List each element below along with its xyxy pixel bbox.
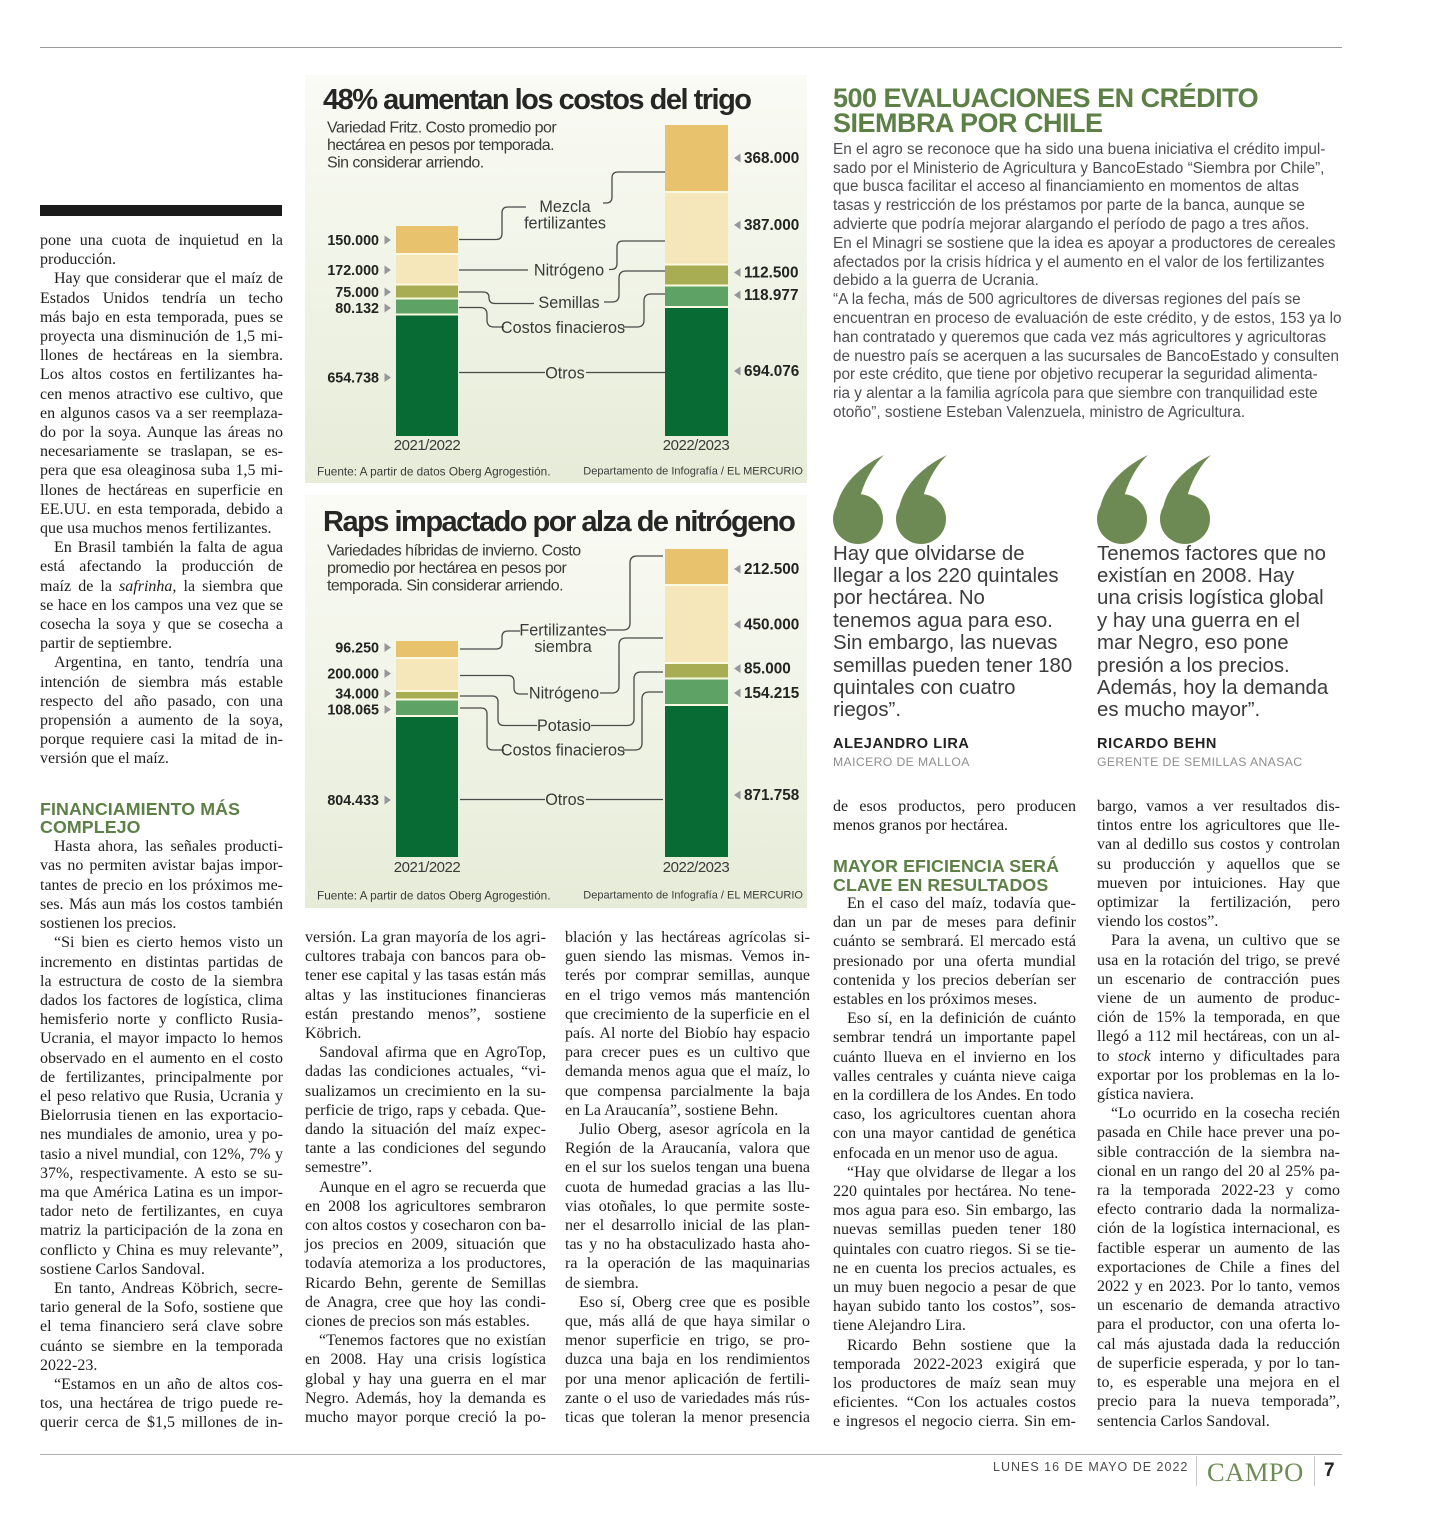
svg-text:694.076: 694.076 [744, 363, 799, 380]
svg-text:112.500: 112.500 [744, 265, 798, 282]
svg-text:368.000: 368.000 [744, 150, 799, 167]
svg-text:96.250: 96.250 [335, 641, 379, 657]
svg-text:temporada. Sin considerar arri: temporada. Sin considerar arriendo. [327, 578, 563, 595]
svg-text:Departamento de Infografía / E: Departamento de Infografía / EL MERCURIO [583, 466, 803, 478]
svg-text:Otros: Otros [545, 791, 585, 809]
svg-text:108.065: 108.065 [327, 703, 379, 719]
svg-text:Fuente: A partir de datos Ober: Fuente: A partir de datos Oberg Agrogest… [317, 465, 550, 479]
svg-text:hectárea en pesos por temporad: hectárea en pesos por temporada. [327, 137, 554, 154]
svg-text:48% aumentan los costos del tr: 48% aumentan los costos del trigo [323, 84, 751, 116]
svg-text:85.000: 85.000 [744, 661, 791, 678]
svg-text:172.000: 172.000 [327, 263, 379, 279]
svg-text:80.132: 80.132 [335, 301, 379, 317]
svg-text:871.758: 871.758 [744, 787, 800, 804]
svg-text:Sin considerar arriendo.: Sin considerar arriendo. [327, 155, 484, 172]
svg-text:Variedad Fritz. Costo promedio: Variedad Fritz. Costo promedio por [327, 120, 557, 137]
svg-text:Mezcla: Mezcla [539, 198, 590, 216]
svg-text:Departamento de Infografía / E: Departamento de Infografía / EL MERCURIO [583, 890, 803, 902]
svg-text:Fertilizantes: Fertilizantes [519, 622, 606, 640]
svg-text:34.000: 34.000 [335, 687, 379, 703]
svg-text:200.000: 200.000 [327, 667, 379, 683]
svg-text:Variedades híbridas de inviern: Variedades híbridas de invierno. Costo [327, 543, 581, 560]
svg-text:promedio por hectárea en pesos: promedio por hectárea en pesos por [327, 560, 567, 577]
svg-text:Fuente: A partir de datos Ober: Fuente: A partir de datos Oberg Agrogest… [317, 889, 550, 903]
svg-text:Costos finacieros: Costos finacieros [501, 319, 625, 337]
svg-text:Nitrógeno: Nitrógeno [534, 262, 604, 280]
svg-text:804.433: 804.433 [327, 793, 379, 809]
svg-text:212.500: 212.500 [744, 561, 799, 578]
svg-text:118.977: 118.977 [744, 287, 798, 304]
svg-text:2021/2022: 2021/2022 [394, 859, 461, 876]
svg-text:387.000: 387.000 [744, 217, 799, 234]
svg-text:Otros: Otros [545, 365, 585, 383]
svg-text:154.215: 154.215 [744, 685, 800, 702]
svg-text:150.000: 150.000 [327, 233, 379, 249]
svg-text:Raps impactado por alza de nit: Raps impactado por alza de nitrógeno [323, 506, 795, 538]
svg-text:654.738: 654.738 [327, 371, 379, 387]
svg-text:Nitrógeno: Nitrógeno [529, 685, 599, 703]
svg-text:Potasio: Potasio [537, 717, 591, 735]
svg-text:Semillas: Semillas [538, 294, 599, 312]
svg-text:fertilizantes: fertilizantes [524, 215, 606, 233]
svg-text:Costos finacieros: Costos finacieros [501, 742, 625, 760]
svg-text:2021/2022: 2021/2022 [394, 437, 461, 454]
svg-text:450.000: 450.000 [744, 617, 799, 634]
svg-text:2022/2023: 2022/2023 [663, 437, 730, 454]
svg-text:siembra: siembra [534, 638, 592, 656]
svg-text:75.000: 75.000 [335, 285, 379, 301]
svg-text:2022/2023: 2022/2023 [663, 859, 730, 876]
